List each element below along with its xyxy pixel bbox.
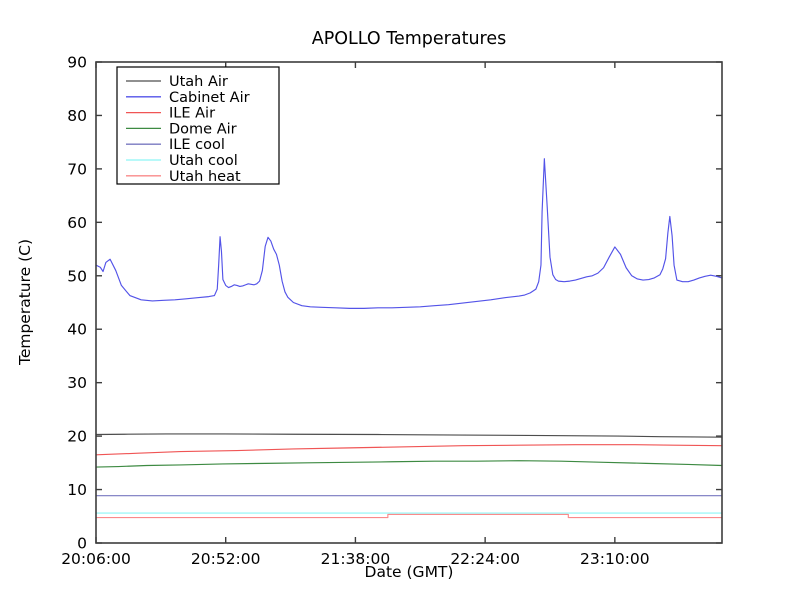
legend-label: Utah cool	[169, 153, 238, 169]
x-tick-label: 21:38:00	[321, 550, 391, 568]
legend-label: Dome Air	[169, 121, 237, 137]
y-tick-label: 60	[67, 214, 87, 232]
legend-item-dome-air[interactable]: Dome Air	[126, 121, 237, 137]
legend-item-ile-air[interactable]: ILE Air	[126, 106, 215, 122]
x-tick-label: 23:10:00	[580, 550, 650, 568]
y-tick-label: 10	[67, 481, 87, 499]
y-tick-label: 20	[67, 428, 87, 446]
legend-label: Utah Air	[169, 74, 228, 90]
x-tick-label: 20:06:00	[61, 550, 131, 568]
legend-label: Cabinet Air	[169, 90, 250, 106]
series-line-dome-air	[95, 460, 723, 468]
legend-label: ILE cool	[169, 137, 225, 153]
series-layer	[95, 158, 723, 519]
y-tick-label: 90	[67, 54, 87, 72]
series-line-utah-air	[95, 433, 723, 438]
y-tick-label: 80	[67, 107, 87, 125]
x-tick-label: 22:24:00	[450, 550, 520, 568]
plot-frame	[95, 61, 723, 544]
y-tick-label: 30	[67, 374, 87, 392]
legend-label: Utah heat	[169, 169, 241, 185]
series-line-utah-heat	[95, 513, 723, 519]
legend-item-ile-cool[interactable]: ILE cool	[126, 137, 225, 153]
legend-frame	[116, 66, 280, 185]
x-tick-label: 20:52:00	[191, 550, 261, 568]
legend-item-cabinet-air[interactable]: Cabinet Air	[126, 90, 250, 106]
y-axis-ticks: 0 10 20 30 40 50 60 70 80 90	[67, 54, 722, 553]
y-tick-label: 0	[77, 535, 87, 553]
x-axis-ticks: 20:06:00 20:52:00 21:38:00 22:24:00 23:10:00	[61, 62, 650, 568]
y-tick-label: 50	[67, 267, 87, 285]
legend-item-utah-heat[interactable]: Utah heat	[126, 169, 241, 185]
series-line-cabinet-air	[95, 158, 723, 309]
x-axis-label: Date (GMT)	[365, 563, 454, 581]
y-tick-label: 40	[67, 321, 87, 339]
legend-item-utah-cool[interactable]: Utah cool	[126, 153, 238, 169]
series-line-ile-air	[95, 444, 723, 456]
y-tick-label: 70	[67, 160, 87, 178]
legend-label: ILE Air	[169, 106, 215, 122]
y-axis-label: Temperature (C)	[16, 239, 34, 366]
legend-item-utah-air[interactable]: Utah Air	[126, 74, 228, 90]
page-title: APOLLO Temperatures	[312, 29, 506, 49]
